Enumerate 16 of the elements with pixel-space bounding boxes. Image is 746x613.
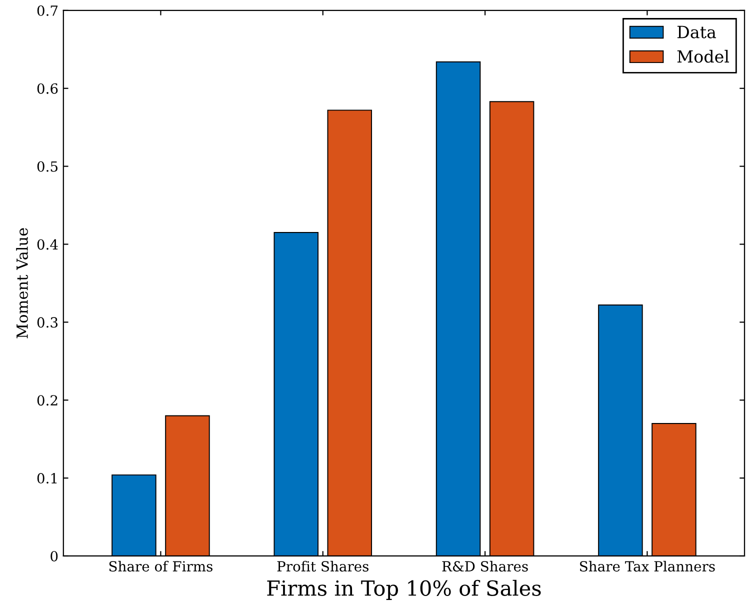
y-axis-title: Moment Value <box>16 228 28 338</box>
y-tick-label: 0.7 <box>37 5 58 16</box>
x-tick-label: Profit Shares <box>277 560 368 572</box>
y-tick-label: 0.2 <box>37 395 58 406</box>
y-tick-label: 0.3 <box>37 317 58 328</box>
y-tick-label: 0 <box>50 550 58 562</box>
y-tick-label: 0.4 <box>37 239 58 250</box>
y-tick-label: 0.6 <box>37 83 58 94</box>
x-tick-label: Share of Firms <box>109 560 212 572</box>
y-tick-label: 0.1 <box>37 473 57 484</box>
legend-label: Model <box>677 50 730 63</box>
legend-label: Data <box>677 26 716 38</box>
x-axis-title: Firms in Top 10% of Sales <box>267 580 541 600</box>
x-tick-label: Share Tax Planners <box>580 560 715 572</box>
y-tick-label: 0.5 <box>37 161 58 172</box>
x-tick-label: R&D Shares <box>442 560 528 572</box>
